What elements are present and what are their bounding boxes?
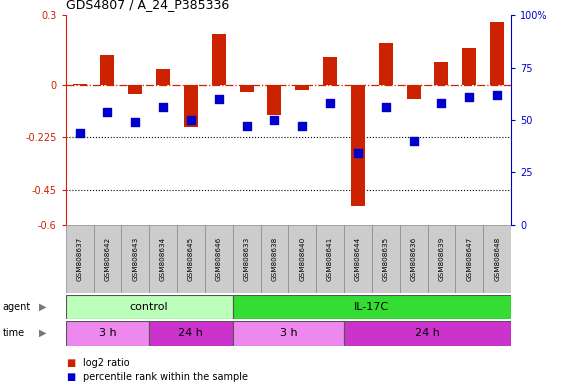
- Bar: [66, 225, 94, 293]
- Text: GSM808635: GSM808635: [383, 237, 389, 281]
- Bar: [435, 62, 448, 85]
- Bar: [407, 85, 421, 99]
- Text: GSM808633: GSM808633: [244, 237, 250, 281]
- Point: [270, 117, 279, 123]
- Point: [325, 100, 335, 106]
- Bar: [267, 85, 282, 115]
- Bar: [100, 55, 114, 85]
- Text: control: control: [130, 302, 168, 312]
- Text: 24 h: 24 h: [415, 328, 440, 338]
- Bar: [344, 225, 372, 293]
- Bar: [177, 225, 205, 293]
- Bar: [233, 295, 511, 319]
- Bar: [66, 321, 149, 346]
- Text: GSM808647: GSM808647: [467, 237, 472, 281]
- Bar: [184, 85, 198, 127]
- Point: [214, 96, 223, 102]
- Bar: [212, 34, 226, 85]
- Text: GDS4807 / A_24_P385336: GDS4807 / A_24_P385336: [66, 0, 229, 12]
- Bar: [463, 48, 476, 85]
- Text: percentile rank within the sample: percentile rank within the sample: [83, 372, 248, 382]
- Text: ■: ■: [66, 372, 75, 382]
- Bar: [128, 85, 142, 94]
- Bar: [233, 321, 344, 346]
- Bar: [379, 43, 393, 85]
- Bar: [122, 225, 149, 293]
- Text: GSM808645: GSM808645: [188, 237, 194, 281]
- Point: [103, 109, 112, 115]
- Point: [131, 119, 140, 125]
- Text: 24 h: 24 h: [179, 328, 203, 338]
- Text: time: time: [3, 328, 25, 338]
- Bar: [149, 225, 177, 293]
- Point: [75, 129, 84, 136]
- Point: [465, 94, 474, 100]
- Bar: [205, 225, 233, 293]
- Point: [381, 104, 391, 111]
- Text: GSM808637: GSM808637: [77, 237, 83, 281]
- Text: IL-17C: IL-17C: [354, 302, 389, 312]
- Bar: [344, 321, 511, 346]
- Text: GSM808646: GSM808646: [216, 237, 222, 281]
- Point: [493, 92, 502, 98]
- Point: [409, 138, 418, 144]
- Text: ▶: ▶: [39, 302, 46, 312]
- Bar: [490, 22, 504, 85]
- Point: [186, 117, 195, 123]
- Point: [437, 100, 446, 106]
- Text: GSM808640: GSM808640: [299, 237, 305, 281]
- Point: [353, 151, 363, 157]
- Bar: [456, 225, 483, 293]
- Bar: [400, 225, 428, 293]
- Bar: [288, 225, 316, 293]
- Bar: [73, 84, 87, 85]
- Text: ■: ■: [66, 358, 75, 368]
- Text: GSM808648: GSM808648: [494, 237, 500, 281]
- Text: GSM808636: GSM808636: [411, 237, 417, 281]
- Bar: [94, 225, 122, 293]
- Text: GSM808639: GSM808639: [439, 237, 444, 281]
- Bar: [240, 85, 254, 92]
- Bar: [323, 57, 337, 85]
- Text: GSM808638: GSM808638: [271, 237, 278, 281]
- Bar: [66, 295, 233, 319]
- Text: 3 h: 3 h: [280, 328, 297, 338]
- Bar: [428, 225, 456, 293]
- Point: [242, 123, 251, 129]
- Bar: [295, 85, 309, 90]
- Text: GSM808641: GSM808641: [327, 237, 333, 281]
- Point: [297, 123, 307, 129]
- Bar: [483, 225, 511, 293]
- Point: [159, 104, 168, 111]
- Text: GSM808643: GSM808643: [132, 237, 138, 281]
- Text: GSM808634: GSM808634: [160, 237, 166, 281]
- Bar: [351, 85, 365, 206]
- Text: agent: agent: [3, 302, 31, 312]
- Bar: [260, 225, 288, 293]
- Text: ▶: ▶: [39, 328, 46, 338]
- Bar: [372, 225, 400, 293]
- Bar: [156, 69, 170, 85]
- Text: GSM808644: GSM808644: [355, 237, 361, 281]
- Bar: [233, 225, 260, 293]
- Bar: [316, 225, 344, 293]
- Text: 3 h: 3 h: [99, 328, 116, 338]
- Text: GSM808642: GSM808642: [104, 237, 110, 281]
- Text: log2 ratio: log2 ratio: [83, 358, 130, 368]
- Bar: [149, 321, 233, 346]
